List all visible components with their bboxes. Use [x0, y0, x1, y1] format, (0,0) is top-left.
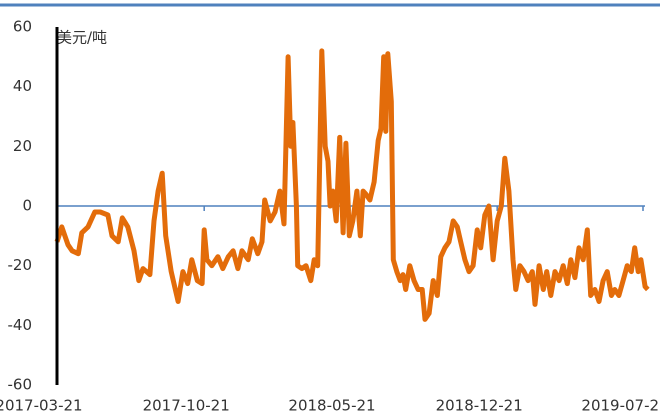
x-tick-label: 2018-12-21: [436, 397, 523, 415]
y-tick-label: -40: [8, 316, 33, 334]
y-tick-label: -60: [8, 376, 33, 394]
x-tick-label: 2018-05-21: [288, 397, 375, 415]
y-tick-label: 60: [13, 18, 32, 36]
y-tick-label: 40: [13, 77, 32, 95]
x-tick-label: 2017-10-21: [143, 397, 230, 415]
x-tick-label: 2017-03-21: [0, 397, 83, 415]
x-tick-label: 2019-07-21: [581, 397, 660, 415]
y-tick-label: 20: [13, 137, 32, 155]
y-tick-label: -20: [8, 256, 33, 274]
data-line: [54, 48, 650, 322]
y-axis-label: 美元/吨: [57, 29, 107, 47]
y-tick-label: 0: [22, 197, 32, 215]
